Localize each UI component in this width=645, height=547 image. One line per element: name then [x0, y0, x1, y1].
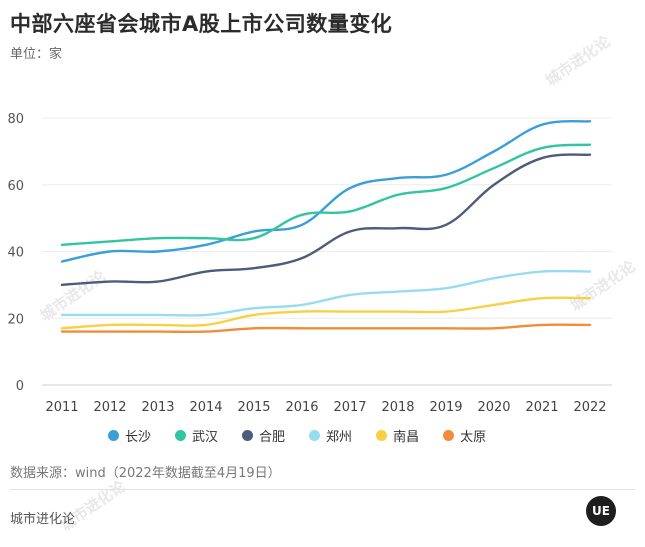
legend-label: 太原	[460, 430, 487, 445]
footer-divider	[10, 489, 635, 490]
x-tick-label: 2013	[141, 400, 174, 415]
series-line-太原	[60, 323, 592, 334]
y-tick-label: 20	[7, 312, 24, 327]
y-tick-label: 80	[7, 112, 24, 127]
legend-marker-icon	[175, 430, 187, 441]
x-tick-label: 2017	[333, 400, 366, 415]
y-tick-label: 60	[7, 179, 24, 194]
brand-name: 城市进化论	[10, 512, 76, 527]
line-chart: 0 20 40 60 80 2011 2012 2013 2014 2015 2016 2017 201…	[7, 112, 612, 415]
x-tick-label: 2020	[477, 400, 510, 415]
legend-label: 长沙	[125, 430, 152, 445]
legend-item: 合肥	[242, 426, 285, 445]
x-tick-label: 2021	[525, 400, 558, 415]
x-tick-label: 2016	[285, 400, 318, 415]
unit-label: 单位：家	[10, 47, 63, 62]
x-tick-label: 2015	[237, 400, 270, 415]
chart-title: 中部六座省会城市A股上市公司数量变化	[10, 12, 393, 36]
legend-item: 武汉	[175, 426, 218, 445]
legend-label: 郑州	[326, 430, 353, 445]
legend-item: 长沙	[108, 426, 151, 445]
data-source-note: 数据来源：wind（2022年数据截至4月19日）	[10, 466, 281, 481]
legend-marker-icon	[376, 430, 388, 441]
chart-legend: 长沙 武汉 合肥 郑州 南昌 太原	[108, 426, 486, 445]
series-line-长沙	[60, 120, 592, 263]
legend-label: 武汉	[192, 430, 219, 445]
x-tick-label: 2012	[93, 400, 126, 415]
y-tick-label: 0	[16, 379, 24, 394]
brand-logo-icon: UE	[586, 496, 616, 526]
x-tick-label: 2018	[381, 400, 414, 415]
series-line-武汉	[60, 143, 592, 247]
x-tick-label: 2011	[45, 400, 78, 415]
x-tick-label: 2019	[429, 400, 462, 415]
legend-label: 南昌	[393, 430, 420, 445]
legend-item: 郑州	[309, 426, 352, 445]
y-tick-label: 40	[7, 246, 24, 261]
x-tick-label: 2014	[189, 400, 222, 415]
series-line-合肥	[60, 153, 592, 287]
legend-marker-icon	[443, 430, 455, 441]
x-tick-label: 2022	[573, 400, 606, 415]
series-line-南昌	[60, 296, 592, 330]
series-line-郑州	[60, 269, 592, 317]
legend-marker-icon	[309, 430, 321, 441]
legend-item: 太原	[443, 426, 486, 445]
legend-marker-icon	[242, 430, 254, 441]
legend-marker-icon	[108, 430, 119, 441]
legend-item: 南昌	[376, 426, 419, 445]
legend-label: 合肥	[259, 430, 286, 445]
